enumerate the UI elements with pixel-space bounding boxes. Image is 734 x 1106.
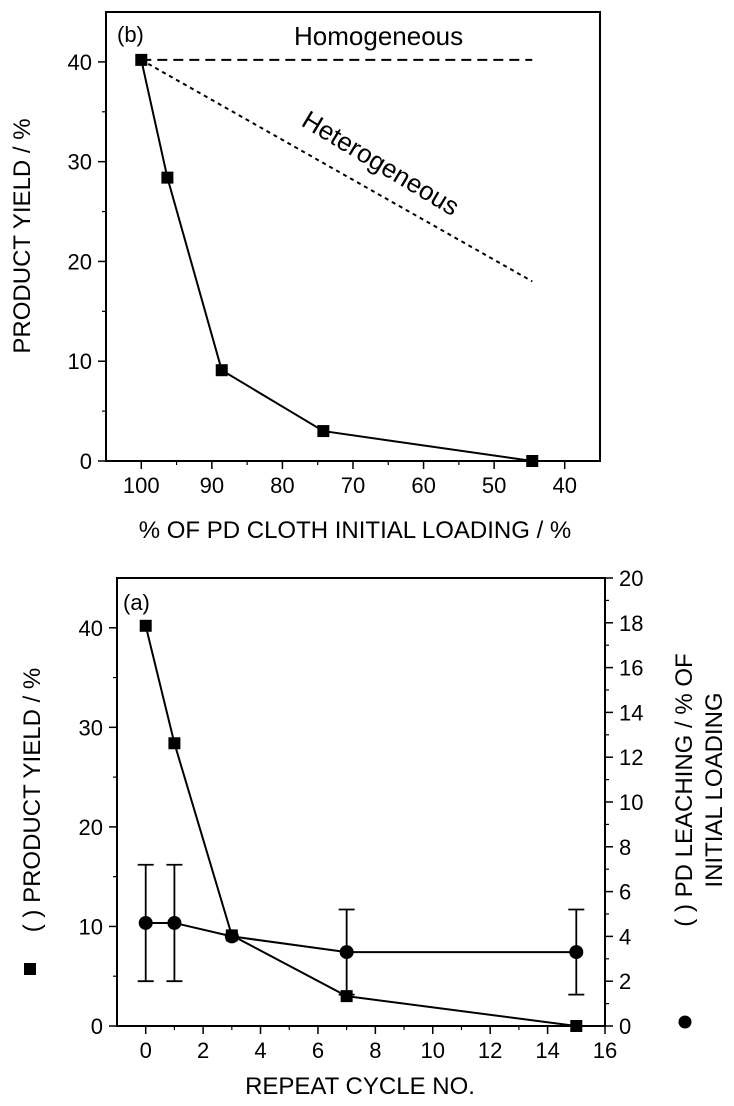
panel-a-x-axis-title: REPEAT CYCLE NO. — [245, 1073, 475, 1100]
panel-b-x-tick-label: 70 — [341, 473, 365, 498]
panel-a-yield-point — [570, 1020, 583, 1032]
panel-a-left-y-tick-label: 20 — [79, 815, 103, 840]
panel-a-yield-point — [340, 990, 353, 1003]
panel-a-x-tick-label: 6 — [312, 1038, 324, 1063]
panel-a-x-tick-label: 10 — [421, 1038, 445, 1063]
panel-a-left-y-tick-label: 40 — [79, 616, 103, 641]
panel-b-x-tick-label: 40 — [552, 473, 576, 498]
panel-b-y-tick-label: 0 — [80, 449, 92, 474]
panel-a-right-y-tick-label: 2 — [619, 969, 631, 994]
panel-b-yield-point — [135, 53, 148, 66]
panel-a-left-y-axis-title: ( ) PRODUCT YIELD / % — [19, 668, 46, 933]
panel-b-series — [135, 53, 539, 467]
panel-b-yield-point — [161, 171, 174, 184]
panel-b-x-tick-label: 90 — [200, 473, 224, 498]
panel-b-yield-point — [215, 364, 228, 377]
panel-a-series — [137, 619, 585, 1032]
panel-a-right-y-tick-label: 10 — [619, 790, 643, 815]
panel-b-y-tick-label: 10 — [68, 349, 92, 374]
panel-b-x-tick-label: 80 — [270, 473, 294, 498]
panel-a-right-y-tick-label: 12 — [619, 745, 643, 770]
panel-a-right-y-tick-label: 14 — [619, 700, 643, 725]
panel-b-label: (b) — [117, 22, 144, 47]
panel-a-chart: 0 2 4 6 8 10 12 14 1601020304002468101214161820 … — [19, 566, 728, 1100]
panel-a-right-y-tick-label: 8 — [619, 835, 631, 860]
panel-a-right-y-tick-label: 18 — [619, 611, 643, 636]
panel-a-leaching-point — [138, 915, 153, 930]
legend-square-marker — [24, 963, 36, 975]
panel-a-x-tick-label: 14 — [535, 1038, 559, 1063]
panel-b-x-tick-label: 60 — [411, 473, 435, 498]
panel-a-yield-line — [144, 625, 577, 1027]
panel-a-x-tick-label: 16 — [593, 1038, 617, 1063]
panel-b-x-axis-title: % OF PD CLOTH INITIAL LOADING / % — [139, 517, 572, 544]
panel-a-x-tick-label: 8 — [369, 1038, 381, 1063]
panel-b-yield-point — [526, 455, 539, 467]
panel-b-x-tick-label: 100 — [123, 473, 160, 498]
panel-b-y-tick-label: 30 — [68, 150, 92, 175]
panel-a-yield-point — [168, 737, 181, 750]
panel-a-right-y-tick-label: 4 — [619, 924, 631, 949]
panel-b-chart: 100 90 80 70 60 50 40 0 10 20 30 40 (b) Homogeneous… — [9, 11, 601, 544]
panel-b-axes: 100 90 80 70 60 50 40 0 10 20 30 40 — [68, 50, 577, 498]
panel-a-leaching-line — [145, 921, 577, 954]
panel-b-y-tick-label: 40 — [68, 50, 92, 75]
legend-circle-marker — [678, 1015, 692, 1029]
panel-a-leaching-point — [339, 945, 354, 960]
panel-a-x-tick-label: 12 — [478, 1038, 502, 1063]
panel-b-x-tick-label: 50 — [482, 473, 506, 498]
panel-b-reference-lines — [140, 58, 533, 283]
panel-a-x-tick-label: 4 — [254, 1038, 266, 1063]
panel-b-y-axis-title: PRODUCT YIELD / % — [9, 118, 36, 353]
panel-a-label: (a) — [123, 590, 150, 615]
panel-a-left-y-tick-label: 10 — [79, 914, 103, 939]
panel-b-yield-point — [317, 425, 330, 438]
homogeneous-label: Homogeneous — [294, 21, 463, 51]
panel-a-right-y-tick-label: 6 — [619, 880, 631, 905]
panel-a-leaching-point — [224, 929, 239, 944]
panel-a-x-tick-label: 0 — [140, 1038, 152, 1063]
panel-a-right-y-tick-label: 0 — [619, 1014, 631, 1039]
panel-a-right-y-axis-title-line2: INITIAL LOADING — [701, 692, 728, 887]
panel-a-leaching-point — [167, 915, 182, 930]
panel-a-left-y-tick-label: 0 — [91, 1014, 103, 1039]
panel-a-right-y-tick-label: 20 — [619, 566, 643, 591]
panel-b-y-tick-label: 20 — [68, 249, 92, 274]
panel-a-x-tick-label: 2 — [197, 1038, 209, 1063]
panel-a-right-y-axis-title-line1: ( ) PD LEACHING / % OF — [671, 653, 698, 926]
heterogeneous-line — [140, 59, 533, 283]
panel-a-left-y-tick-label: 30 — [79, 715, 103, 740]
panel-a-plot-frame — [116, 577, 606, 1027]
panel-b-plot-frame — [105, 11, 601, 462]
panel-a-right-y-tick-label: 16 — [619, 656, 643, 681]
panel-a-leaching-point — [569, 945, 584, 960]
panel-a-yield-point — [139, 619, 152, 632]
